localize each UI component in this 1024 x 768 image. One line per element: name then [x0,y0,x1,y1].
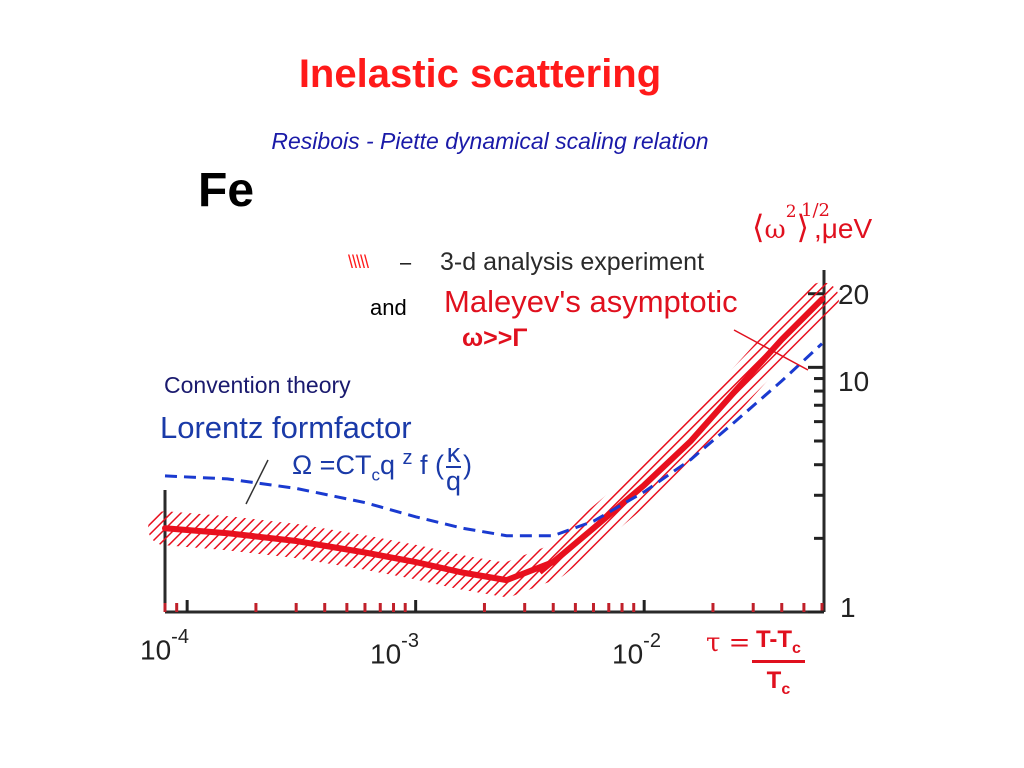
chart-axes [163,270,826,614]
asymptotic-pointer-line [733,329,809,371]
formula-lhs: Ω =CT [292,450,372,481]
tau-den-sub: c [781,680,791,698]
y-unit-ev: ,μeV [813,213,873,244]
tau-symbol: τ = [706,628,751,658]
y-axis-unit: ⟨ω2⟩1/2,μeV [752,200,873,246]
x-tick-exp: -2 [643,630,661,652]
y-tick-label: 20 [838,279,870,310]
x-tick-exp: -4 [171,626,189,648]
tau-fraction: T-Tc Tc [752,626,805,699]
element-label: Fe [198,164,255,217]
formula-q: q [379,450,395,481]
tau-num-sub: c [792,639,801,657]
y-tick-label: 1 [840,592,856,623]
and-label: and [370,295,407,320]
asymptotic-legend-label: Maleyev's asymptotic [444,284,738,319]
x-tick-exp: -3 [401,630,419,652]
tau-numerator: T-Tc [752,626,805,663]
convention-theory-label: Convention theory [164,372,351,398]
experiment-legend-label: 3-d analysis experiment [440,248,705,276]
y-unit-open-bracket: ⟨ [752,208,765,246]
formula-denominator: q [446,466,462,496]
legend-dash: – [400,252,412,274]
asymptotic-curve [538,297,824,575]
formula-close: ) [463,450,473,481]
tau-num-text: T-T [756,626,792,653]
x-tick-base: 10 [370,638,402,670]
y-unit-omega: ω [764,215,786,245]
x-tick-label: 10-3 [370,630,419,670]
experiment-hatch-key: \\\\\ [348,252,369,272]
x-tick-label: 10-2 [612,630,661,670]
y-unit-close-bracket: ⟩ [796,208,809,246]
lorentz-legend-label: Lorentz formfactor [160,410,412,445]
x-tick-base: 10 [612,638,644,670]
formula-z: z [402,447,413,470]
formula-sub-c: c [371,465,380,485]
y-unit-square: 2 [785,202,797,222]
x-tick-label: 10-4 [140,626,189,666]
chart-series [148,282,839,598]
formula-f: f ( [412,450,444,481]
omega-condition-label: ω>>Γ [462,324,528,352]
subtitle: Resibois - Piette dynamical scaling rela… [271,128,709,154]
page-title: Inelastic scattering [298,52,662,96]
tau-denominator: Tc [752,663,805,699]
lorentz-formula: Ω =CTcq z f (κ q) [292,438,473,496]
y-tick-label: 10 [838,366,870,397]
tau-den-text: T [766,666,782,694]
lorentz-pointer-line [245,459,269,505]
y-unit-half-power: 1/2 [801,200,830,221]
x-tick-base: 10 [140,634,172,666]
formula-numerator: κ [446,438,462,468]
lorentz-curve [164,342,824,538]
